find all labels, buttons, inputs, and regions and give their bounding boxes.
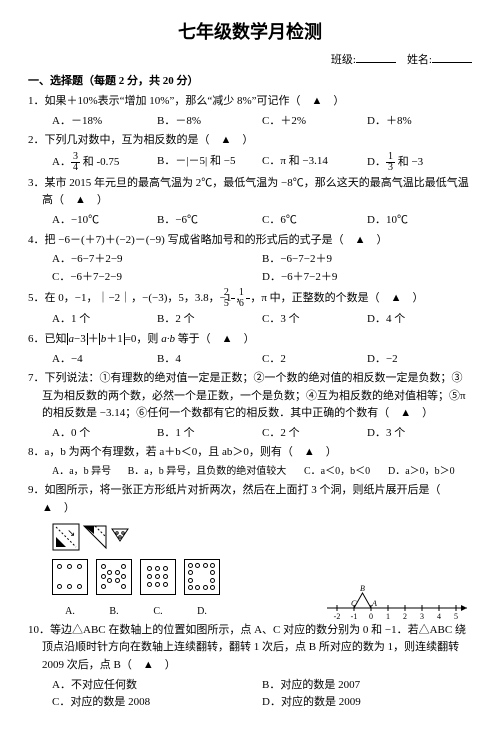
q1-opt-d[interactable]: D．＋8% — [367, 113, 472, 131]
svg-text:B: B — [360, 584, 365, 593]
q2: 2．下列几对数中，互为相反数的是（ ▲ ） — [28, 132, 472, 150]
q4-opt-d[interactable]: D．−6＋7−2＋9 — [262, 269, 472, 287]
name-blank[interactable] — [432, 51, 472, 63]
svg-text:A: A — [371, 599, 377, 608]
fold-tri-2-icon — [110, 527, 130, 547]
q3-opt-a[interactable]: A．−10℃ — [52, 212, 157, 230]
q1-opt-c[interactable]: C．＋2% — [262, 113, 367, 131]
q9-stem: 如图所示，将一张正方形纸片对折两次，然后在上面打 3 个洞，则纸片展开后是（ ▲… — [42, 484, 452, 514]
q9: 9．如图所示，将一张正方形纸片对折两次，然后在上面打 3 个洞，则纸片展开后是（… — [28, 482, 472, 517]
q9-fold-sequence: ↘ — [52, 523, 130, 553]
q5-opt-a[interactable]: A．1 个 — [52, 311, 157, 329]
q5-stem-a: 在 0，−1，｜−2｜，−(−3)，5，3.8， — [45, 292, 220, 304]
q4-opt-c[interactable]: C．−6＋7−2−9 — [52, 269, 262, 287]
q7-options: A．0 个 B．1 个 C．2 个 D．3 个 — [28, 425, 472, 443]
q8: 8．a，b 为两个有理数，若 a＋b＜0，且 ab＞0，则有（ ▲ ） — [28, 444, 472, 462]
q9-opt-b-fig[interactable]: B. — [96, 559, 132, 620]
svg-text:2: 2 — [403, 612, 407, 620]
q1-options: A．－18% B．－8% C．＋2% D．＋8% — [28, 113, 472, 131]
class-blank[interactable] — [356, 51, 396, 63]
q4: 4．把 −6－(＋7)＋(−2)－(−9) 写成省略加号和的形式后的式子是（ ▲… — [28, 232, 472, 250]
q5-stem-b: ，π 中，正整数的个数是（ ▲ ） — [250, 292, 423, 304]
q2-opt-b[interactable]: B．－|－5| 和 −5 — [157, 153, 262, 171]
q6-options: A．−4 B．4 C．2 D．−2 — [28, 351, 472, 369]
q9-opt-d-fig[interactable]: D. — [184, 559, 220, 620]
q3-opt-c[interactable]: C．6℃ — [262, 212, 367, 230]
q4-options: A．−6−7＋2−9 B．−6−7−2＋9 C．−6＋7−2−9 D．−6＋7−… — [28, 251, 472, 286]
q8-opt-b[interactable]: B．a，b 异号，且负数的绝对值较大 — [128, 464, 304, 480]
q3-stem: 某市 2015 年元旦的最高气温为 2℃，最低气温为 −8℃，那么这天的最高气温… — [42, 177, 469, 207]
q8-stem: a，b 为两个有理数，若 a＋b＜0，且 ab＞0，则有（ ▲ ） — [45, 446, 337, 458]
q10-opt-a[interactable]: A．不对应任何数 — [52, 677, 262, 695]
q7-opt-a[interactable]: A．0 个 — [52, 425, 157, 443]
svg-text:↘: ↘ — [67, 528, 75, 539]
q10-opt-c[interactable]: C．对应的数是 2008 — [52, 694, 262, 712]
q8-opt-c[interactable]: C．a＜0，b＜0 — [304, 464, 388, 480]
fold-square-1-icon: ↘ — [52, 523, 80, 551]
section-1-header: 一、选择题（每题 2 分，共 20 分） — [28, 73, 472, 91]
q8-opt-a[interactable]: A．a，b 异号 — [52, 464, 128, 480]
q5-opt-b[interactable]: B．2 个 — [157, 311, 262, 329]
q4-opt-a[interactable]: A．−6−7＋2−9 — [52, 251, 262, 269]
q9-options-figure: A. B. C. — [28, 559, 472, 620]
q10: 10．等边△ABC 在数轴上的位置如图所示，点 A、C 对应的数分别为 0 和 … — [28, 622, 472, 675]
svg-text:0: 0 — [369, 612, 373, 620]
q10-opt-b[interactable]: B．对应的数是 2007 — [262, 677, 472, 695]
q6-stem-b: 等于（ ▲ ） — [175, 333, 255, 345]
q3: 3．某市 2015 年元旦的最高气温为 2℃，最低气温为 −8℃，那么这天的最高… — [28, 175, 472, 210]
q10-numberline: -2 -1 0 1 2 3 4 5 C A B — [322, 580, 472, 620]
q7-opt-b[interactable]: B．1 个 — [157, 425, 262, 443]
q7-opt-c[interactable]: C．2 个 — [262, 425, 367, 443]
fold-tri-1-icon — [82, 524, 108, 550]
q1-opt-a[interactable]: A．－18% — [52, 113, 157, 131]
q8-opt-d[interactable]: D．a＞0，b＞0 — [388, 464, 472, 480]
q2-options: A．34 和 -0.75 B．－|－5| 和 −5 C．π 和 −3.14 D．… — [28, 152, 472, 173]
q1: 1．如果＋10%表示“增加 10%”，那么“减少 8%”可记作（ ▲ ） — [28, 93, 472, 111]
q6-stem-a: 已知 — [45, 333, 67, 345]
svg-text:5: 5 — [454, 612, 458, 620]
q9-opt-c-fig[interactable]: C. — [140, 559, 176, 620]
q8-options: A．a，b 异号 B．a，b 异号，且负数的绝对值较大 C．a＜0，b＜0 D．… — [28, 464, 472, 480]
q2-opt-c[interactable]: C．π 和 −3.14 — [262, 153, 367, 171]
q6-opt-c[interactable]: C．2 — [262, 351, 367, 369]
q6-opt-d[interactable]: D．−2 — [367, 351, 472, 369]
svg-text:-2: -2 — [334, 612, 341, 620]
svg-text:3: 3 — [420, 612, 424, 620]
q2-stem: 下列几对数中，互为相反数的是（ ▲ ） — [45, 134, 254, 146]
q1-stem: 如果＋10%表示“增加 10%”，那么“减少 8%”可记作（ ▲ ） — [45, 95, 345, 107]
q3-options: A．−10℃ B．−6℃ C．6℃ D．10℃ — [28, 212, 472, 230]
q3-opt-d[interactable]: D．10℃ — [367, 212, 472, 230]
q4-stem: 把 −6－(＋7)＋(−2)－(−9) 写成省略加号和的形式后的式子是（ ▲ ） — [45, 234, 388, 246]
class-label: 班级: — [331, 54, 356, 66]
svg-text:4: 4 — [437, 612, 441, 620]
svg-text:-1: -1 — [351, 612, 358, 620]
q7: 7．下列说法：①有理数的绝对值一定是正数；②一个数的绝对值的相反数一定是负数；③… — [28, 370, 472, 423]
q5: 5．在 0，−1，｜−2｜，−(−3)，5，3.8，−125，16，π 中，正整… — [28, 288, 472, 309]
q5-opt-c[interactable]: C．3 个 — [262, 311, 367, 329]
q2-opt-a[interactable]: A．34 和 -0.75 — [52, 152, 157, 173]
q6: 6．已知a−3＋b＋1=0，则 a·b 等于（ ▲ ） — [28, 331, 472, 349]
name-label: 姓名: — [407, 54, 432, 66]
q6-opt-b[interactable]: B．4 — [157, 351, 262, 369]
student-info: 班级: 姓名: — [28, 51, 472, 70]
q3-opt-b[interactable]: B．−6℃ — [157, 212, 262, 230]
q9-figure: ↘ — [28, 523, 472, 553]
q2-opt-d[interactable]: D．13 和 −3 — [367, 152, 472, 173]
q9-opt-a-fig[interactable]: A. — [52, 559, 88, 620]
q4-opt-b[interactable]: B．−6−7−2＋9 — [262, 251, 472, 269]
q5-options: A．1 个 B．2 个 C．3 个 D．4 个 — [28, 311, 472, 329]
q1-opt-b[interactable]: B．－8% — [157, 113, 262, 131]
q7-opt-d[interactable]: D．3 个 — [367, 425, 472, 443]
page-title: 七年级数学月检测 — [28, 18, 472, 47]
svg-text:C: C — [351, 599, 357, 608]
q10-opt-d[interactable]: D．对应的数是 2009 — [262, 694, 472, 712]
svg-text:1: 1 — [386, 612, 390, 620]
q7-stem: 下列说法：①有理数的绝对值一定是正数；②一个数的绝对值的相反数一定是负数；③互为… — [42, 372, 466, 419]
q5-opt-d[interactable]: D．4 个 — [367, 311, 472, 329]
q10-stem: 等边△ABC 在数轴上的位置如图所示，点 A、C 对应的数分别为 0 和 −1．… — [42, 624, 466, 671]
q6-opt-a[interactable]: A．−4 — [52, 351, 157, 369]
q10-options: A．不对应任何数 B．对应的数是 2007 C．对应的数是 2008 D．对应的… — [28, 677, 472, 712]
